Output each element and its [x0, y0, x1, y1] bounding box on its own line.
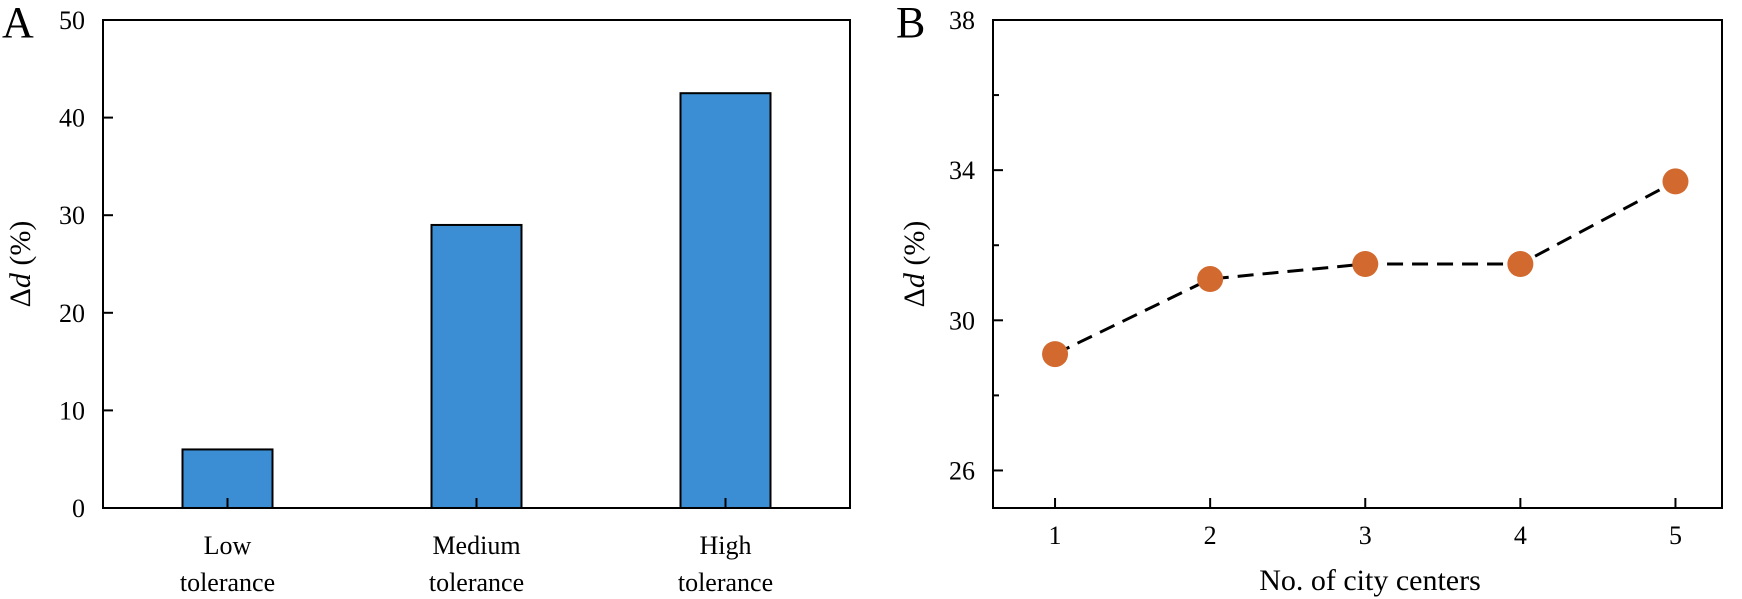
panel-a-x-tick-label: Low	[204, 531, 252, 560]
panel-b-x-tick-label: 3	[1359, 521, 1372, 550]
panel-b-y-axis-symbol: Δ	[898, 288, 931, 307]
panel-b-y-axis-unit: (%)	[898, 221, 931, 273]
panel-b-x-tick-label: 4	[1514, 521, 1527, 550]
panel-a-bar-chart: A 0 10 20 30 40 50 Low tolerance Medium toleranc…	[2, 0, 851, 597]
panel-a-bar	[430, 223, 523, 510]
panel-a-bar	[679, 92, 772, 509]
panel-b-y-tick-label: 26	[949, 456, 975, 485]
panel-b-y-ticks: 26 30 34 38	[949, 6, 1003, 485]
panel-a-x-tick-label: High	[700, 531, 752, 560]
panel-a-y-tick-label: 10	[59, 396, 85, 425]
panel-a-y-axis-variable: d	[4, 272, 37, 288]
panel-a-x-tick-label: Medium	[432, 531, 520, 560]
panel-a-y-ticks: 0 10 20 30 40 50	[59, 6, 113, 523]
panel-b-x-tick-label: 5	[1669, 521, 1682, 550]
panel-b-y-tick-label: 34	[949, 156, 975, 185]
panel-a-y-axis-unit: (%)	[4, 221, 37, 273]
panel-b-x-tick-label: 2	[1204, 521, 1217, 550]
panel-b-points	[1042, 168, 1689, 368]
panel-a-y-tick-label: 0	[72, 494, 85, 523]
panel-a-y-tick-label: 20	[59, 299, 85, 328]
panel-b-data-point	[1352, 251, 1379, 277]
panel-b-letter: B	[896, 0, 925, 47]
panel-b-y-tick-label: 30	[949, 306, 975, 335]
panel-a-y-tick-label: 40	[59, 104, 85, 133]
panel-a-x-tick-label: tolerance	[180, 568, 275, 597]
panel-b-x-tick-label: 1	[1049, 521, 1062, 550]
panel-a-bars	[181, 92, 772, 510]
panel-a-x-tick-label: tolerance	[678, 568, 773, 597]
panel-a-y-tick-label: 50	[59, 6, 85, 35]
panel-a-x-tick-label: tolerance	[429, 568, 524, 597]
panel-b-x-axis-title: No. of city centers	[1259, 564, 1481, 597]
panel-b-y-axis-variable: d	[898, 272, 931, 288]
panel-b-y-tick-label: 38	[949, 6, 975, 35]
panel-b-data-point	[1507, 251, 1534, 277]
panel-b-plot-frame	[992, 19, 1723, 509]
panel-a-y-axis-title: Δd (%)	[4, 221, 37, 308]
panel-a-y-axis-symbol: Δ	[4, 288, 37, 307]
panel-b-data-point	[1197, 266, 1224, 293]
panel-b-y-axis-title: Δd (%)	[898, 221, 931, 308]
panel-b-data-point	[1042, 341, 1069, 368]
panel-b-x-ticks: 1 2 3 4 5	[1049, 498, 1682, 550]
panel-a-y-tick-label: 30	[59, 201, 85, 230]
panel-b-data-point	[1662, 168, 1689, 195]
panel-a-x-tick-labels: Low tolerance Medium tolerance High tolerance	[180, 531, 773, 597]
panel-a-letter: A	[2, 0, 34, 47]
